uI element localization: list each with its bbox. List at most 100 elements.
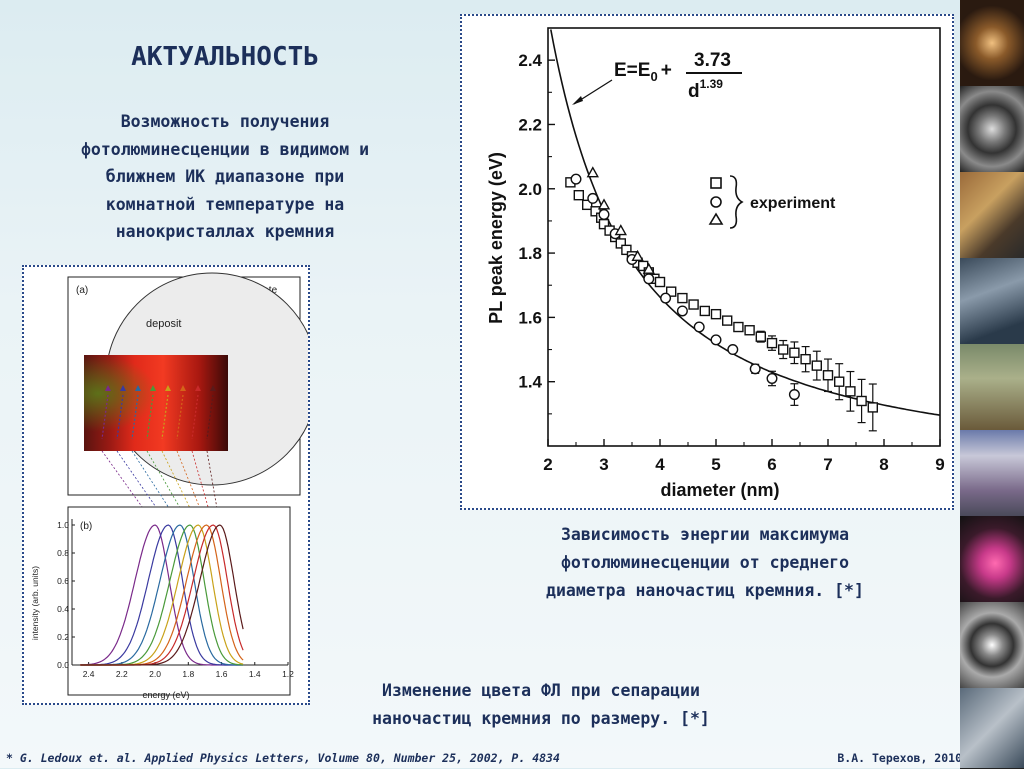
formula-lhs: E=E0 + xyxy=(614,60,672,84)
left-figure-caption: Изменение цвета ФЛ при сепарации наночас… xyxy=(296,677,786,733)
triangle-point xyxy=(614,224,627,236)
photo-arrow xyxy=(176,394,184,440)
guide-line xyxy=(101,450,156,526)
square-point xyxy=(688,299,699,310)
lab-photo-6 xyxy=(960,430,1024,517)
photo-arrow-head xyxy=(210,385,216,391)
photo-arrow xyxy=(101,394,109,440)
lab-photo-1 xyxy=(960,0,1024,87)
square-point xyxy=(710,308,722,320)
square-point xyxy=(573,189,585,201)
circle-point xyxy=(598,208,610,220)
caption-line: диаметра наночастиц кремния. [*] xyxy=(546,581,864,600)
circle-point xyxy=(570,173,582,185)
x-tick-label: 5 xyxy=(711,455,720,474)
circle-point xyxy=(710,334,722,346)
square-point xyxy=(615,238,627,249)
square-point xyxy=(677,292,688,304)
square-point xyxy=(800,353,811,365)
spectra-axes: 2.4 2.2 2.0 1.8 1.6 1.4 1.2 0.0 0.2 0.4 0.6 0.8 1.0 xyxy=(57,519,294,679)
legend-brace xyxy=(729,175,744,229)
triangle-point xyxy=(631,249,644,261)
spectra-y-tick-label: 0.8 xyxy=(57,548,69,558)
spectra-y-tick-label: 0.6 xyxy=(57,576,69,586)
intro-line: фотолюминесценции в видимом и xyxy=(80,139,370,159)
x-tick-label: 3 xyxy=(599,455,608,474)
spectrum-curve xyxy=(80,524,244,666)
photo-arrow-head xyxy=(135,385,141,391)
square-point xyxy=(834,376,845,387)
formula-pointer-head xyxy=(572,96,583,105)
circle-point xyxy=(766,372,778,384)
square-point xyxy=(766,337,778,349)
square-point xyxy=(778,344,789,355)
formula-numerator: 3.73 xyxy=(694,50,731,71)
spectra-y-tick-label: 0.2 xyxy=(57,632,69,642)
square-point xyxy=(811,360,822,371)
square-point xyxy=(654,276,666,288)
lab-photo-7 xyxy=(960,516,1024,603)
chart-ylabel: PL peak energy (eV) xyxy=(486,152,506,324)
square-point xyxy=(789,347,800,358)
y-tick-label: 2.2 xyxy=(518,115,542,134)
spectra-x-tick-label: 2.2 xyxy=(116,669,128,679)
photo-arrow-head xyxy=(180,385,186,391)
circle-point xyxy=(643,273,655,285)
caption-line: наночастиц кремния по размеру. [*] xyxy=(372,709,710,728)
intro-text: Возможность получения фотолюминесценции … xyxy=(0,108,450,246)
x-tick-label: 4 xyxy=(655,455,665,474)
citation: * G. Ledoux et. al. Applied Physics Lett… xyxy=(6,751,560,765)
photo-arrow-head xyxy=(105,385,111,391)
photo-sidebar xyxy=(960,0,1024,769)
x-tick-label: 6 xyxy=(767,455,776,474)
spectra-xlabel: energy (eV) xyxy=(142,690,189,700)
photo-arrow-head xyxy=(120,385,126,391)
y-tick-label: 1.8 xyxy=(518,244,542,263)
photo-arrow xyxy=(161,394,169,440)
slide-title: АКТУАЛЬНОСТЬ xyxy=(131,42,319,72)
data-points xyxy=(565,166,878,432)
photo-arrows xyxy=(101,385,216,440)
guide-line xyxy=(176,450,207,526)
square-point xyxy=(856,395,867,407)
x-tick-label: 9 xyxy=(935,455,944,474)
circle-point xyxy=(660,292,672,304)
triangle-point xyxy=(586,166,599,178)
spectra-panel xyxy=(67,506,291,696)
formula-denominator: d1.39 xyxy=(688,77,723,102)
spectra-x-tick-label: 2.4 xyxy=(83,669,95,679)
lab-photo-2 xyxy=(960,86,1024,173)
circle-point xyxy=(749,363,761,375)
circle-point xyxy=(676,305,688,317)
spectra-x-tick-label: 1.4 xyxy=(249,669,261,679)
main-chart: 2 3 4 5 6 7 8 9 1.4 1.6 1.8 2.0 2.2 2.4 PL peak energ… xyxy=(486,27,945,500)
caption-line: Зависимость энергии максимума xyxy=(560,525,850,544)
lab-photo-8 xyxy=(960,602,1024,689)
photo-arrow-head xyxy=(150,385,156,391)
plot-area xyxy=(547,27,941,447)
photo-arrow-head xyxy=(195,385,201,391)
square-point xyxy=(755,331,766,342)
legend-circle-icon xyxy=(710,196,722,208)
circle-point xyxy=(788,389,800,401)
x-tick-label: 2 xyxy=(543,455,552,474)
fit-formula: E=E0 + 3.73 d1.39 xyxy=(572,50,742,105)
square-point xyxy=(867,402,878,413)
caption-line: фотолюминесценции от среднего xyxy=(560,553,850,572)
spectra-x-tick-label: 2.0 xyxy=(149,669,161,679)
square-point xyxy=(581,199,593,211)
photo-arrow-head xyxy=(165,385,171,391)
square-point xyxy=(744,325,755,336)
spectra-ylabel: intensity (arb. units) xyxy=(30,566,40,640)
y-tick-label: 1.4 xyxy=(518,373,542,392)
y-tick-label: 2.0 xyxy=(518,180,542,199)
triangle-point xyxy=(597,198,611,210)
square-point xyxy=(699,305,711,317)
spectrum-curve xyxy=(80,524,244,666)
panel-b-label: (b) xyxy=(80,521,92,532)
circle-point xyxy=(693,321,705,333)
chart-legend: experiment xyxy=(708,175,836,229)
author-credit: В.А. Терехов, 2010 xyxy=(837,751,962,765)
x-tick-label: 8 xyxy=(879,455,888,474)
spectra-x-tick-label: 1.6 xyxy=(216,669,228,679)
